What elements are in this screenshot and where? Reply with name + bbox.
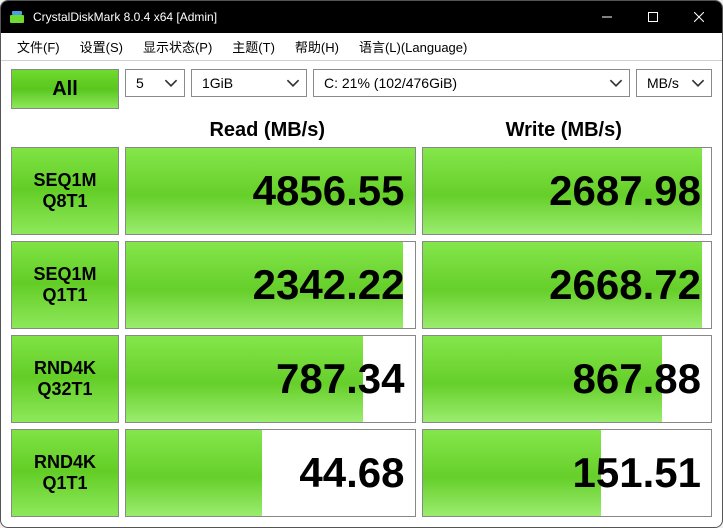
test-label-line1: SEQ1M bbox=[33, 170, 96, 191]
test-label-line2: Q8T1 bbox=[42, 191, 87, 212]
write-value-cell: 2668.72 bbox=[422, 241, 713, 329]
value-number: 4856.55 bbox=[253, 167, 405, 215]
content-area: All 5 1GiB C: 21% (102/476GiB) bbox=[1, 61, 722, 527]
unit-value: MB/s bbox=[647, 75, 679, 91]
results-rows: SEQ1MQ8T14856.552687.98SEQ1MQ1T12342.222… bbox=[11, 147, 712, 517]
app-icon bbox=[9, 9, 25, 25]
run-all-button[interactable]: All bbox=[11, 69, 119, 109]
value-number: 2687.98 bbox=[549, 167, 701, 215]
run-all-label: All bbox=[52, 78, 78, 101]
write-value-cell: 151.51 bbox=[422, 429, 713, 517]
value-number: 151.51 bbox=[573, 449, 701, 497]
controls-row: All 5 1GiB C: 21% (102/476GiB) bbox=[11, 69, 712, 109]
result-row: SEQ1MQ8T1 4856.55 2687.98 bbox=[11, 147, 712, 235]
read-value-cell: 787.34 bbox=[125, 335, 416, 423]
size-value: 1GiB bbox=[202, 75, 233, 91]
menubar: 文件(F) 设置(S) 显示状态(P) 主题(T) 帮助(H) 语言(L)(La… bbox=[1, 33, 722, 61]
close-button[interactable] bbox=[676, 1, 722, 33]
unit-select[interactable]: MB/s bbox=[636, 69, 712, 97]
menu-file[interactable]: 文件(F) bbox=[7, 34, 70, 59]
menu-theme[interactable]: 主题(T) bbox=[222, 34, 285, 59]
test-button[interactable]: RND4KQ32T1 bbox=[11, 335, 119, 423]
size-select[interactable]: 1GiB bbox=[191, 69, 307, 97]
menu-settings[interactable]: 设置(S) bbox=[70, 34, 133, 59]
write-value-cell: 2687.98 bbox=[422, 147, 713, 235]
write-value-cell: 867.88 bbox=[422, 335, 713, 423]
drive-value: C: 21% (102/476GiB) bbox=[324, 75, 457, 91]
column-headers: Read (MB/s) Write (MB/s) bbox=[11, 115, 712, 145]
value-number: 44.68 bbox=[299, 449, 404, 497]
menu-help[interactable]: 帮助(H) bbox=[285, 34, 349, 59]
minimize-button[interactable] bbox=[584, 1, 630, 33]
window-title: CrystalDiskMark 8.0.4 x64 [Admin] bbox=[33, 10, 217, 24]
test-label-line1: RND4K bbox=[34, 358, 96, 379]
chevron-down-icon bbox=[691, 76, 705, 90]
test-label-line2: Q1T1 bbox=[42, 285, 87, 306]
titlebar: CrystalDiskMark 8.0.4 x64 [Admin] bbox=[1, 1, 722, 33]
read-value-cell: 44.68 bbox=[125, 429, 416, 517]
result-row: SEQ1MQ1T1 2342.22 2668.72 bbox=[11, 241, 712, 329]
read-value-cell: 2342.22 bbox=[125, 241, 416, 329]
read-value-cell: 4856.55 bbox=[125, 147, 416, 235]
menu-language[interactable]: 语言(L)(Language) bbox=[349, 34, 477, 59]
chevron-down-icon bbox=[286, 76, 300, 90]
value-bar bbox=[126, 430, 262, 516]
test-label-line1: RND4K bbox=[34, 452, 96, 473]
write-header: Write (MB/s) bbox=[416, 119, 713, 142]
count-select[interactable]: 5 bbox=[125, 69, 185, 97]
test-label-line1: SEQ1M bbox=[33, 264, 96, 285]
value-number: 867.88 bbox=[573, 355, 701, 403]
value-number: 2342.22 bbox=[253, 261, 405, 309]
maximize-button[interactable] bbox=[630, 1, 676, 33]
test-label-line2: Q32T1 bbox=[37, 379, 92, 400]
test-button[interactable]: RND4KQ1T1 bbox=[11, 429, 119, 517]
result-row: RND4KQ32T1 787.34 867.88 bbox=[11, 335, 712, 423]
test-button[interactable]: SEQ1MQ8T1 bbox=[11, 147, 119, 235]
read-header: Read (MB/s) bbox=[119, 119, 416, 142]
chevron-down-icon bbox=[164, 76, 178, 90]
app-window: CrystalDiskMark 8.0.4 x64 [Admin] 文件(F) … bbox=[0, 0, 723, 528]
result-row: RND4KQ1T1 44.68 151.51 bbox=[11, 429, 712, 517]
menu-display[interactable]: 显示状态(P) bbox=[133, 34, 222, 59]
drive-select[interactable]: C: 21% (102/476GiB) bbox=[313, 69, 630, 97]
value-number: 2668.72 bbox=[549, 261, 701, 309]
test-label-line2: Q1T1 bbox=[42, 473, 87, 494]
test-button[interactable]: SEQ1MQ1T1 bbox=[11, 241, 119, 329]
chevron-down-icon bbox=[609, 76, 623, 90]
count-value: 5 bbox=[136, 75, 144, 91]
value-number: 787.34 bbox=[276, 355, 404, 403]
